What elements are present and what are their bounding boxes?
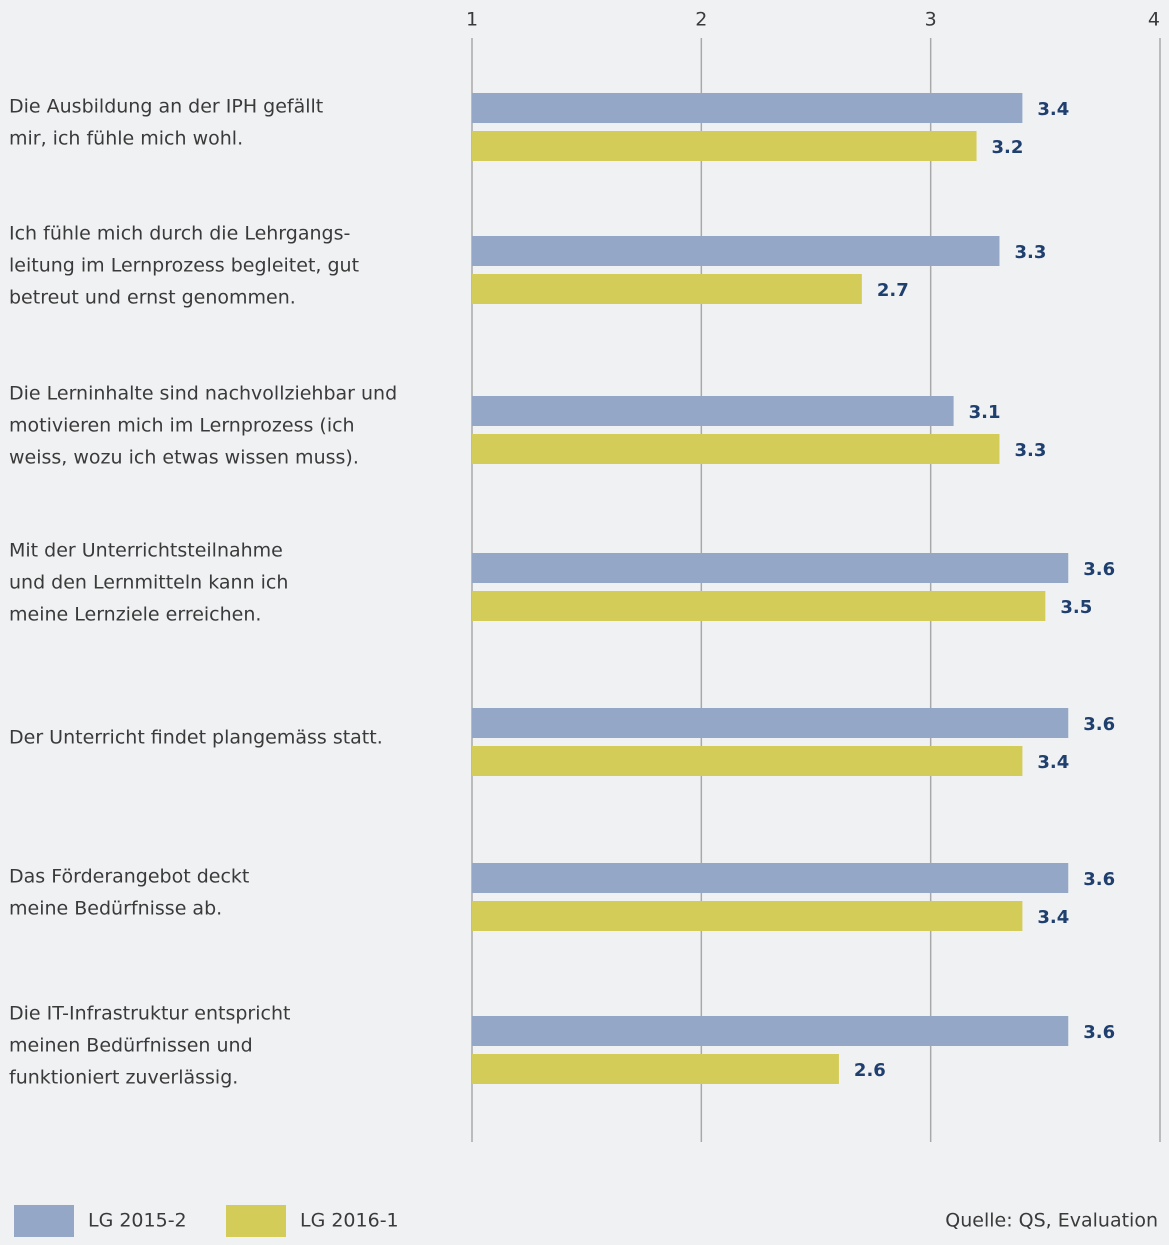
bar <box>472 93 1023 123</box>
bar <box>472 1016 1069 1046</box>
value-label: 3.4 <box>1037 99 1069 120</box>
value-label: 3.3 <box>1014 440 1046 461</box>
x-tick-label: 1 <box>466 9 478 31</box>
category-label: leitung im Lernprozess begleitet, gut <box>9 255 359 277</box>
bar <box>472 274 862 304</box>
value-label: 2.7 <box>877 280 909 301</box>
bar <box>472 863 1069 893</box>
category-label: Die Lerninhalte sind nachvollziehbar und <box>9 383 397 405</box>
bar <box>472 434 1000 464</box>
bar <box>472 591 1046 621</box>
value-label: 3.5 <box>1060 597 1092 618</box>
bar <box>472 236 1000 266</box>
category-label: meine Bedürfnisse ab. <box>9 898 222 920</box>
category-label: meine Lernziele erreichen. <box>9 604 261 626</box>
legend-swatch <box>226 1205 286 1237</box>
category-label: weiss, wozu ich etwas wissen muss). <box>9 447 359 469</box>
value-label: 3.6 <box>1083 714 1115 735</box>
value-label: 3.6 <box>1083 1022 1115 1043</box>
category-label: Die IT-Infrastruktur entspricht <box>9 1003 290 1025</box>
value-label: 2.6 <box>854 1060 886 1081</box>
value-label: 3.1 <box>969 402 1001 423</box>
bar <box>472 131 977 161</box>
legend-swatch <box>14 1205 74 1237</box>
value-label: 3.4 <box>1037 752 1069 773</box>
category-label: funktioniert zuverlässig. <box>9 1067 238 1089</box>
category-label: motivieren mich im Lernprozess (ich <box>9 415 355 437</box>
category-label: Die Ausbildung an der IPH gefällt <box>9 96 323 118</box>
category-label: Mit der Unterrichtsteilnahme <box>9 540 283 562</box>
bar <box>472 746 1023 776</box>
source: Quelle: QS, Evaluation <box>945 1210 1158 1232</box>
x-tick-label: 4 <box>1148 9 1160 31</box>
category-label: Der Unterricht findet plangemäss statt. <box>9 727 383 749</box>
value-label: 3.6 <box>1083 559 1115 580</box>
category-label: meinen Bedürfnissen und <box>9 1035 253 1057</box>
value-label: 3.6 <box>1083 869 1115 890</box>
x-tick-label: 3 <box>925 9 937 31</box>
legend-label: LG 2015-2 <box>88 1210 187 1232</box>
bar <box>472 396 954 426</box>
bar <box>472 708 1069 738</box>
value-label: 3.2 <box>992 137 1024 158</box>
bar <box>472 1054 839 1084</box>
category-label: mir, ich fühle mich wohl. <box>9 128 243 150</box>
bar <box>472 901 1023 931</box>
value-label: 3.3 <box>1014 242 1046 263</box>
x-tick-label: 2 <box>695 9 707 31</box>
category-label: und den Lernmitteln kann ich <box>9 572 288 594</box>
category-label: betreut und ernst genommen. <box>9 287 296 309</box>
legend-label: LG 2016-1 <box>300 1210 399 1232</box>
value-label: 3.4 <box>1037 907 1069 928</box>
category-label: Das Förderangebot deckt <box>9 866 249 888</box>
category-label: Ich fühle mich durch die Lehrgangs- <box>9 223 350 245</box>
bar <box>472 553 1069 583</box>
